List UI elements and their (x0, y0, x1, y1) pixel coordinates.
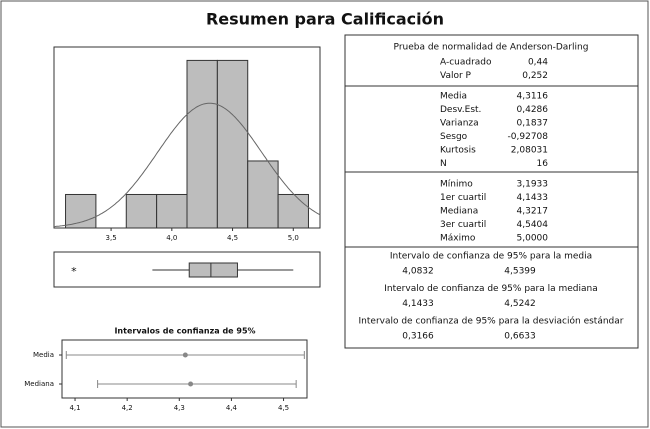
stat-label: Mediana (440, 207, 478, 217)
interval-title: Intervalos de confianza de 95% (114, 327, 255, 336)
stat-label: Varianza (440, 119, 479, 129)
point (188, 381, 194, 387)
stat-label: 1er cuartil (440, 193, 486, 203)
x-tick-label: 4,5 (227, 234, 238, 242)
stat-value: 2,08031 (511, 146, 548, 156)
stat-label: Mínimo (440, 180, 473, 190)
x-tick-label: 4,3 (174, 404, 185, 412)
x-tick-label: 4,4 (226, 404, 238, 412)
y-tick-label: Media (33, 351, 54, 359)
interval-high: 0,6633 (504, 332, 536, 342)
x-tick-label: 4,1 (69, 404, 80, 412)
point (182, 352, 188, 358)
stat-label: 3er cuartil (440, 220, 486, 230)
interval-high: 4,5242 (504, 299, 536, 309)
interval-low: 4,0832 (402, 267, 434, 277)
x-tick-label: 3,5 (106, 234, 117, 242)
bar (156, 193, 188, 229)
stat-label: Desv.Est. (440, 105, 481, 115)
stat-value: 0,1837 (517, 119, 549, 129)
interval-high: 4,5399 (504, 267, 536, 277)
stat-value: 4,3217 (517, 207, 549, 217)
stat-value: 5,0000 (517, 234, 549, 244)
x-tick-label: 4,2 (122, 404, 133, 412)
x-tick-label: 4,5 (278, 404, 289, 412)
x-tick-label: 4,0 (166, 234, 177, 242)
outlier: * (71, 265, 77, 278)
stat-label: Sesgo (440, 132, 468, 142)
y-tick-label: Mediana (24, 380, 54, 388)
stat-label: Máximo (440, 234, 476, 244)
stat-value: 16 (537, 159, 549, 169)
stat-value: 0,252 (522, 71, 548, 81)
interval-low: 0,3166 (402, 332, 434, 342)
bar (125, 193, 158, 229)
stat-label: N (440, 159, 447, 169)
interval-low: 4,1433 (402, 299, 434, 309)
bar (65, 193, 97, 229)
stat-value: -0,92708 (508, 132, 549, 142)
stat-label: Valor P (440, 71, 472, 81)
x-tick-label: 5,0 (288, 234, 299, 242)
interval-header: Intervalo de confianza de 95% para la de… (359, 316, 624, 327)
interval-frame (61, 339, 308, 399)
title: Resumen para Calificación (206, 10, 444, 29)
stat-value: 4,3116 (517, 92, 549, 102)
bar (247, 160, 279, 229)
stat-value: 4,5404 (517, 220, 549, 230)
normal-curve (53, 102, 321, 228)
stat-value: 4,1433 (517, 193, 549, 203)
bar (216, 59, 249, 229)
stat-label: Kurtosis (440, 146, 476, 156)
bar (277, 193, 309, 229)
stat-value: 0,4286 (517, 105, 549, 115)
interval-header: Intervalo de confianza de 95% para la me… (390, 252, 592, 262)
bar (186, 59, 218, 229)
stat-value: 0,44 (528, 58, 548, 68)
stat-label: A-cuadrado (440, 58, 492, 68)
stat-value: 3,1933 (517, 180, 549, 190)
stats-table (344, 34, 639, 349)
box (188, 262, 238, 278)
table-header: Prueba de normalidad de Anderson-Darling (394, 43, 589, 53)
stat-label: Media (440, 92, 467, 102)
interval-header: Intervalo de confianza de 95% para la me… (384, 284, 598, 294)
